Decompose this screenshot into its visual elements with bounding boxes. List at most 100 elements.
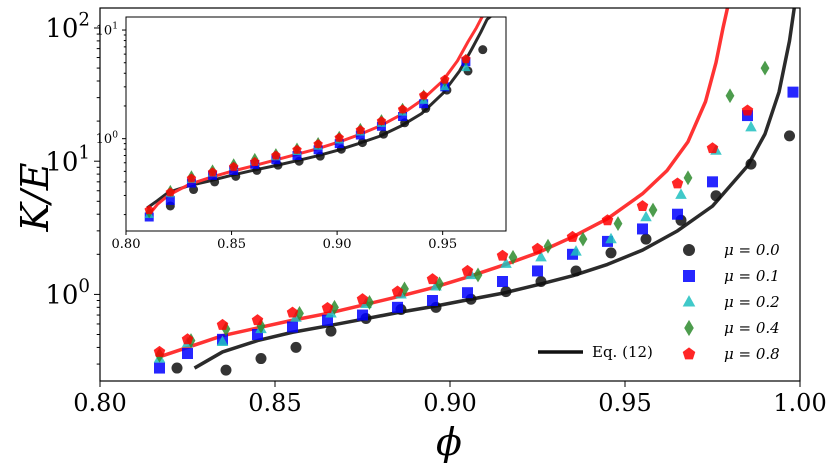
inset-data-points: [144, 45, 488, 222]
main-series-0-4-point: [256, 318, 266, 334]
main-series-0-2-point: [216, 335, 229, 347]
main-series-0-0-point: [255, 353, 267, 365]
inset-series-0-8-point: [292, 144, 302, 154]
main-series-0-2-point: [675, 188, 687, 199]
main-series-0-2-point: [535, 250, 547, 262]
main-series-0-8-point: [181, 333, 194, 345]
main-series-0-2-point: [570, 245, 582, 256]
main-series-0-4-point: [295, 305, 304, 321]
main-series-0-0-point: [640, 233, 652, 245]
main-series-0-1-point: [532, 265, 543, 277]
legend-entry-0-0: μ = 0.0: [683, 241, 780, 259]
main-series-0-4-point: [400, 281, 409, 297]
inset-series-0-0-point: [379, 129, 389, 139]
main-series-0-0-point: [220, 364, 232, 376]
main-plot: 0.80 0.85 0.90 0.95 1.00 100 101 102 ϕ K/E: [13, 7, 827, 464]
inset-series-0-8-point: [334, 132, 344, 142]
legend-entry-0-0-marker: [683, 244, 695, 256]
main-series-0-8-point: [636, 200, 649, 212]
main-series-0-1-point: [287, 321, 298, 333]
main-series-0-1-point: [182, 348, 193, 360]
inset-series-0-8-point: [376, 116, 387, 126]
main-series-0-8-point: [251, 314, 264, 326]
main-series-0-0-point: [710, 190, 722, 202]
main-series-0-4-point: [683, 170, 693, 186]
main-series-0-1-point: [637, 223, 648, 235]
inset-series-0-8-point: [313, 139, 323, 149]
inset-series-0-8-point: [397, 104, 408, 114]
main-series-0-4-point: [578, 231, 588, 247]
inset-series-0-0-point: [357, 138, 367, 148]
legend: Eq. (12) μ = 0.0 μ = 0.1 μ = 0.2 μ = 0.4 μ =…: [538, 241, 780, 363]
main-series-0-1-point: [357, 309, 368, 321]
main-series-0-0-point: [605, 247, 617, 259]
main-series-0-8-point: [216, 318, 229, 330]
inset-y-tick-label: 100: [96, 130, 119, 147]
main-y-tick-label: 100: [45, 276, 90, 311]
inset-x-tick-label: 0.95: [428, 237, 457, 252]
legend-entry-0-8: μ = 0.8: [682, 345, 780, 363]
inset-y-tick-label: 101: [96, 22, 118, 39]
main-x-tick-label: 0.90: [423, 389, 476, 417]
main-series-0-4-point: [508, 249, 518, 265]
main-series-0-8-point: [496, 249, 509, 261]
legend-entry-0-1-label: μ = 0.1: [724, 267, 780, 285]
inset-series-0-8-point: [418, 90, 429, 100]
legend-entry-0-4-label: μ = 0.4: [724, 319, 780, 337]
inset-series-0-8: [144, 54, 471, 215]
inset-series-0-0-point: [478, 45, 488, 55]
main-series-0-1-point: [787, 86, 799, 98]
main-x-tick-label: 1.00: [773, 389, 826, 417]
main-series-0-4-point: [435, 276, 444, 292]
main-series-0-0-point: [570, 265, 582, 277]
main-series-0-1-point: [497, 276, 508, 288]
main-series-0-1-point: [462, 287, 473, 299]
main-series-0-0-point: [535, 276, 547, 288]
legend-entry-0-1: μ = 0.1: [683, 267, 780, 285]
main-series-0-4-point: [648, 202, 658, 218]
main-series-0-4-point: [365, 295, 374, 310]
main-series-0-8-point: [153, 345, 166, 357]
main-series-0-8-point: [321, 302, 334, 313]
inset-x-tick-label: 0.85: [217, 237, 246, 252]
main-series-0-8-point: [741, 104, 754, 116]
inset-x-tick-label: 0.80: [112, 237, 141, 252]
main-series-0-8-point: [531, 242, 544, 254]
main-series-0-1-point: [427, 295, 438, 307]
main-series-0-8-point: [286, 306, 299, 318]
inset-series-0-8-point: [250, 157, 260, 166]
legend-entry-0-8-label: μ = 0.8: [724, 345, 780, 363]
inset-y-ticks: 100 101: [96, 22, 126, 216]
main-x-tick-label: 0.85: [248, 389, 301, 417]
inset-x-ticks: 0.80 0.85 0.90 0.95: [112, 231, 457, 252]
inset-series-0-8-point: [144, 205, 154, 215]
main-series-0-8-point: [601, 214, 614, 226]
legend-entry-0-4-marker: [684, 319, 694, 337]
x-axis-label: ϕ: [436, 420, 462, 464]
inset-series-0-8-point: [461, 54, 471, 64]
main-series-0-1-point: [154, 362, 165, 374]
main-data-points: [153, 60, 799, 376]
legend-entry-0-1-marker: [683, 270, 695, 282]
main-series-0-2-point: [605, 232, 617, 244]
inset-series-0-8-point: [440, 74, 450, 84]
main-series-0-8-point: [426, 273, 439, 285]
main-x-tick-label: 0.80: [73, 389, 126, 417]
inset-series-0-1-point: [165, 195, 175, 205]
legend-entry-0-2-marker: [682, 295, 696, 307]
inset-axes-frame: [125, 16, 507, 232]
inset-series-0-8-point: [271, 150, 281, 160]
main-series-0-0-point: [784, 130, 795, 142]
inset-series-0-8-point: [186, 173, 197, 183]
main-x-ticks: 0.80 0.85 0.90 0.95 1.00: [73, 381, 827, 417]
legend-entry-0-8-marker: [682, 347, 696, 360]
inset-background: [126, 17, 506, 231]
main-series-0-8-point: [671, 177, 684, 189]
main-y-tick-label: 101: [45, 143, 90, 178]
main-series-0-2-point: [500, 257, 512, 268]
main-series-0-0-point: [290, 341, 302, 353]
main-series-0-4-point: [760, 60, 770, 76]
main-series-0-0-point: [325, 325, 337, 337]
main-series-0-4-point: [330, 299, 339, 315]
legend-entry-0-0-label: μ = 0.0: [724, 241, 780, 259]
